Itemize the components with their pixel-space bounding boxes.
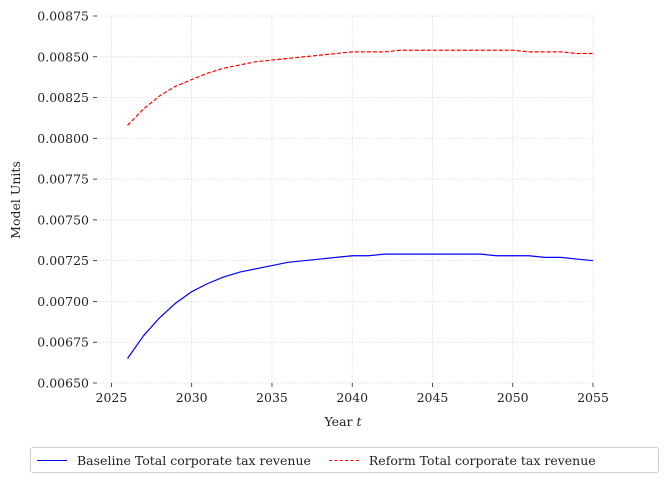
x-tick-label: 2050 [497, 390, 529, 405]
x-axis-ticks: 2025 2030 2035 2040 2045 2050 2055 [96, 383, 609, 405]
y-tick-label: 0.00750 [37, 212, 89, 227]
x-tick-label: 2055 [577, 390, 609, 405]
y-tick-label: 0.00725 [37, 253, 89, 268]
legend-swatch-reform [328, 459, 359, 461]
y-axis-ticks: 0.00650 0.00675 0.00700 0.00725 0.00750 0.007… [37, 9, 97, 391]
legend-label-baseline: Baseline Total corporate tax revenue [77, 452, 311, 468]
line-chart: 2025 2030 2035 2040 2045 2050 2055 0.006500.00… [8, 9, 609, 430]
y-tick-label: 0.00700 [37, 294, 89, 309]
x-tick-label: 2040 [336, 390, 368, 405]
x-tick-label: 2025 [96, 390, 128, 405]
x-tick-label: 2045 [417, 390, 449, 405]
legend-item-reform: Reform Total corporate tax revenue [328, 452, 596, 468]
legend: Baseline Total corporate tax revenue Ref… [30, 447, 659, 473]
y-axis-label: Model Units [8, 161, 23, 239]
y-tick-label: 0.00675 [37, 335, 89, 350]
y-tick-label: 0.00800 [37, 131, 89, 146]
y-tick-label: 0.00850 [37, 49, 89, 64]
x-tick-label: 2035 [256, 390, 288, 405]
x-axis-label: Year t [324, 414, 363, 429]
x-tick-label: 2030 [176, 390, 208, 405]
legend-swatch-baseline [37, 459, 67, 461]
legend-item-baseline: Baseline Total corporate tax revenue [37, 453, 311, 468]
legend-label-reform: Reform Total corporate tax revenue [368, 452, 596, 468]
reform-series-line [127, 49, 593, 126]
y-tick-label: 0.00775 [37, 172, 89, 187]
grid-lines [97, 15, 594, 384]
baseline-series-line [127, 253, 594, 359]
y-tick-label: 0.00875 [37, 9, 89, 24]
y-tick-label: 0.00650 [37, 376, 89, 391]
y-tick-label: 0.00825 [37, 90, 89, 105]
series-lines [127, 49, 594, 359]
